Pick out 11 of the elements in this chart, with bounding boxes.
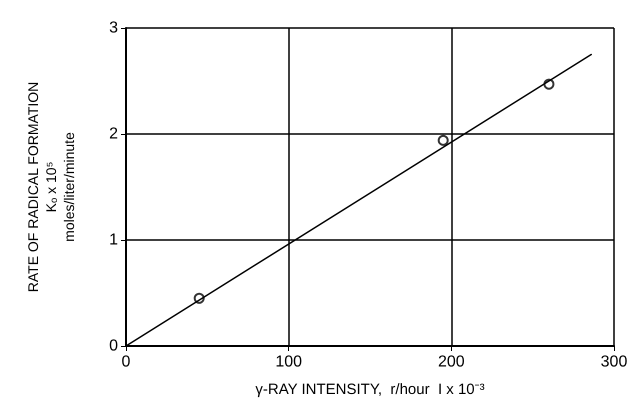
x-tick-label: 100 <box>275 354 302 370</box>
y-tick-label: 1 <box>109 232 118 248</box>
y-tick-label: 0 <box>109 338 118 354</box>
y-tick-label: 2 <box>109 126 118 142</box>
point <box>438 134 449 146</box>
x-axis-title: γ-RAY INTENSITY, r/hour I x 10⁻³ <box>255 381 485 398</box>
y-tick-label: 3 <box>109 20 118 36</box>
x-tick-label: 0 <box>122 354 131 370</box>
x-tick-label: 200 <box>438 354 465 370</box>
x-tick-label: 300 <box>600 354 628 370</box>
y-axis-title: RATE OF RADICAL FORMATION Kₒ x 10⁵ moles/liter/minute <box>25 82 77 292</box>
